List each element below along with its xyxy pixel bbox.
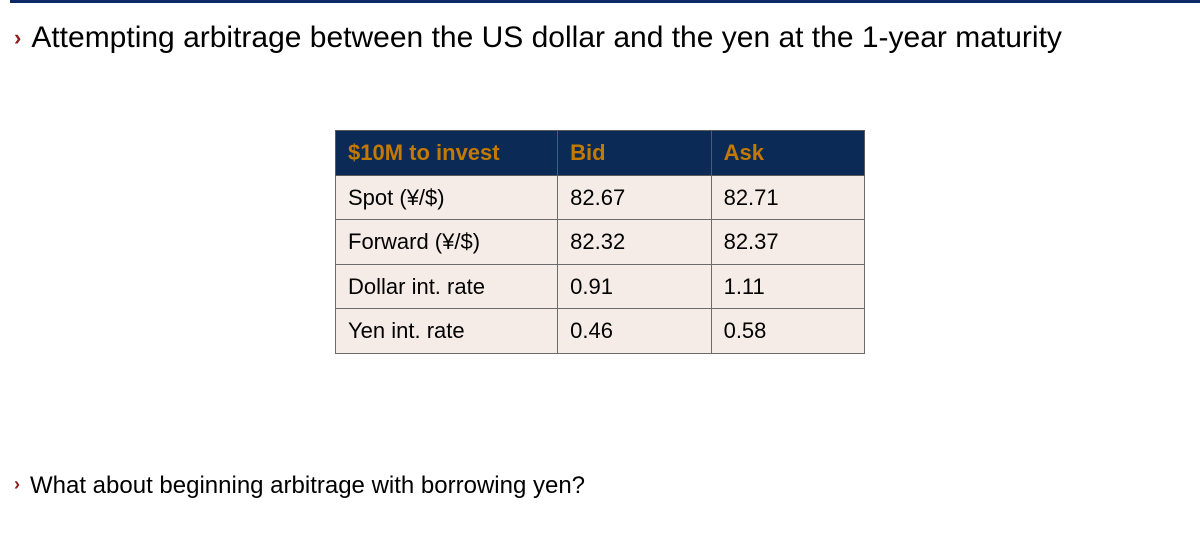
- table-row: Spot (¥/$) 82.67 82.71: [336, 175, 865, 220]
- header-ask: Ask: [711, 131, 864, 176]
- top-rule: [10, 0, 1200, 3]
- table-header-row: $10M to invest Bid Ask: [336, 131, 865, 176]
- row-label: Forward (¥/$): [336, 220, 558, 265]
- row-ask: 82.37: [711, 220, 864, 265]
- row-label: Yen int. rate: [336, 309, 558, 354]
- chevron-right-icon: ›: [14, 25, 21, 51]
- rates-table: $10M to invest Bid Ask Spot (¥/$) 82.67 …: [335, 130, 865, 354]
- row-bid: 0.91: [558, 264, 711, 309]
- bullet-text-1: Attempting arbitrage between the US doll…: [31, 18, 1062, 59]
- header-bid: Bid: [558, 131, 711, 176]
- chevron-right-icon: ›: [14, 474, 20, 496]
- header-invest: $10M to invest: [336, 131, 558, 176]
- bullet-text-2: What about beginning arbitrage with borr…: [30, 470, 585, 501]
- bullet-line-2: › What about beginning arbitrage with bo…: [14, 470, 1200, 501]
- row-label: Spot (¥/$): [336, 175, 558, 220]
- row-bid: 0.46: [558, 309, 711, 354]
- row-ask: 0.58: [711, 309, 864, 354]
- row-ask: 82.71: [711, 175, 864, 220]
- row-bid: 82.32: [558, 220, 711, 265]
- table-row: Dollar int. rate 0.91 1.11: [336, 264, 865, 309]
- row-ask: 1.11: [711, 264, 864, 309]
- bullet-line-1: › Attempting arbitrage between the US do…: [14, 18, 1200, 59]
- table-row: Forward (¥/$) 82.32 82.37: [336, 220, 865, 265]
- table-row: Yen int. rate 0.46 0.58: [336, 309, 865, 354]
- rates-table-wrap: $10M to invest Bid Ask Spot (¥/$) 82.67 …: [335, 130, 865, 354]
- row-bid: 82.67: [558, 175, 711, 220]
- row-label: Dollar int. rate: [336, 264, 558, 309]
